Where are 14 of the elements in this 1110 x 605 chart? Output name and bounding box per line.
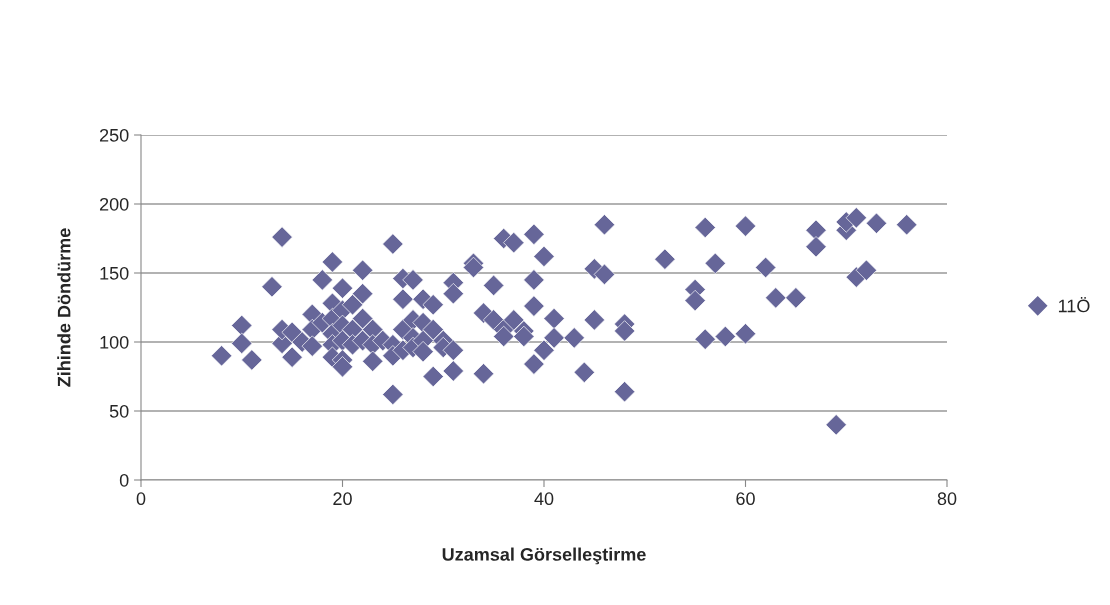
x-tick-label: 20 — [333, 492, 352, 506]
y-tick-label: 150 — [100, 266, 129, 280]
y-tick-label: 250 — [99, 128, 129, 142]
x-axis-title: Uzamsal Görselleştirme — [442, 547, 646, 565]
x-tick-label: 40 — [534, 492, 554, 506]
y-tick-label: 50 — [109, 404, 129, 418]
y-tick-label: 0 — [119, 473, 129, 487]
y-tick-label: 200 — [99, 197, 129, 211]
x-tick-label: 80 — [937, 492, 957, 506]
y-axis-title: Zihinde Döndürme — [57, 228, 71, 387]
legend-label: 11Ö — [1058, 297, 1090, 313]
x-tick-label: 0 — [136, 492, 146, 506]
x-tick-label: 60 — [736, 492, 755, 506]
y-tick-label: 100 — [100, 335, 129, 349]
